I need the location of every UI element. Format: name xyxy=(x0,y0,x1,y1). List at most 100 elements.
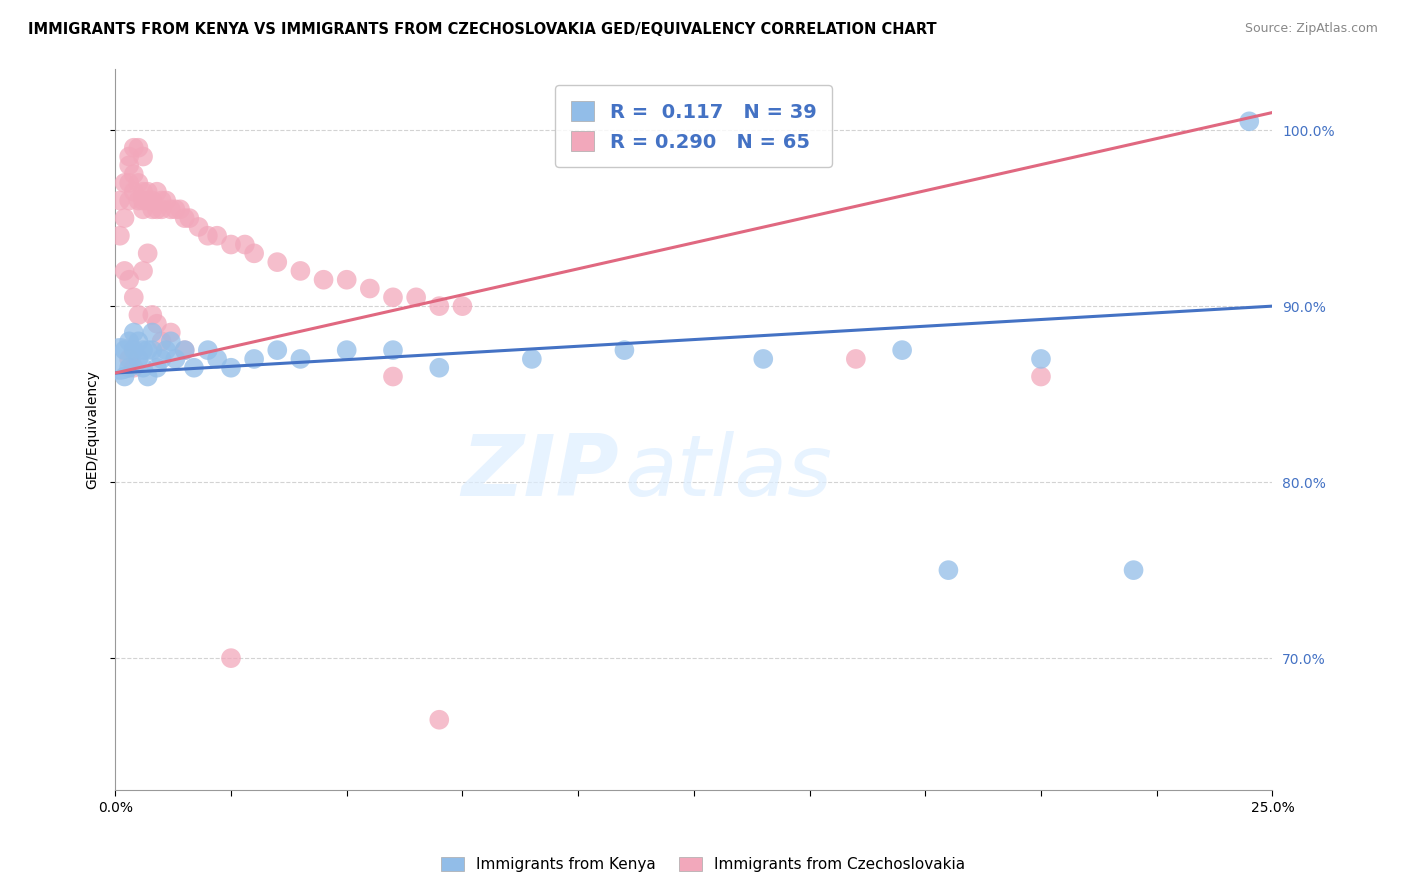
Point xyxy=(266,343,288,358)
Text: IMMIGRANTS FROM KENYA VS IMMIGRANTS FROM CZECHOSLOVAKIA GED/EQUIVALENCY CORRELAT: IMMIGRANTS FROM KENYA VS IMMIGRANTS FROM… xyxy=(28,22,936,37)
Point xyxy=(122,167,145,181)
Point xyxy=(165,351,187,366)
Point xyxy=(127,194,149,208)
Point xyxy=(141,202,163,217)
Point xyxy=(382,343,405,358)
Point xyxy=(159,334,181,349)
Point xyxy=(179,211,201,226)
Point xyxy=(122,360,145,375)
Point xyxy=(114,211,136,226)
Point xyxy=(108,351,131,366)
Point xyxy=(114,264,136,278)
Point xyxy=(132,149,155,163)
Point xyxy=(141,343,163,358)
Point xyxy=(243,246,266,260)
Point xyxy=(752,351,775,366)
Point xyxy=(118,194,141,208)
Point xyxy=(187,219,209,234)
Point xyxy=(219,237,242,252)
Point xyxy=(233,237,256,252)
Point xyxy=(382,290,405,304)
Point xyxy=(132,202,155,217)
Text: atlas: atlas xyxy=(624,431,832,514)
Text: Source: ZipAtlas.com: Source: ZipAtlas.com xyxy=(1244,22,1378,36)
Point xyxy=(127,308,149,322)
Point xyxy=(114,343,136,358)
Point xyxy=(146,317,169,331)
Point xyxy=(127,334,149,349)
Point xyxy=(122,290,145,304)
Point xyxy=(136,246,159,260)
Point xyxy=(155,194,177,208)
Point xyxy=(141,194,163,208)
Point xyxy=(146,360,169,375)
Point xyxy=(146,185,169,199)
Point xyxy=(150,202,173,217)
Point xyxy=(1239,114,1261,128)
Point xyxy=(132,360,155,375)
Point xyxy=(122,185,145,199)
Point xyxy=(1029,369,1052,384)
Point xyxy=(382,369,405,384)
Point xyxy=(336,273,359,287)
Point xyxy=(132,343,155,358)
Legend: Immigrants from Kenya, Immigrants from Czechoslovakia: Immigrants from Kenya, Immigrants from C… xyxy=(433,849,973,880)
Point xyxy=(132,264,155,278)
Point xyxy=(520,351,543,366)
Point xyxy=(173,343,195,358)
Point xyxy=(165,202,187,217)
Point xyxy=(891,343,914,358)
Point xyxy=(132,185,155,199)
Point xyxy=(118,273,141,287)
Point xyxy=(1029,351,1052,366)
Point xyxy=(136,343,159,358)
Point xyxy=(132,194,155,208)
Point xyxy=(290,264,312,278)
Point xyxy=(613,343,636,358)
Point xyxy=(136,194,159,208)
Point xyxy=(122,343,145,358)
Point xyxy=(118,360,141,375)
Point xyxy=(141,308,163,322)
Point xyxy=(150,351,173,366)
Point xyxy=(127,141,149,155)
Point xyxy=(150,194,173,208)
Point xyxy=(169,202,191,217)
Point xyxy=(118,351,141,366)
Point xyxy=(150,334,173,349)
Point xyxy=(141,326,163,340)
Point xyxy=(127,351,149,366)
Point xyxy=(118,334,141,349)
Point xyxy=(405,290,427,304)
Point xyxy=(118,158,141,172)
Point xyxy=(243,351,266,366)
Point xyxy=(219,651,242,665)
Point xyxy=(219,360,242,375)
Point xyxy=(159,202,181,217)
Legend: R =  0.117   N = 39, R = 0.290   N = 65: R = 0.117 N = 39, R = 0.290 N = 65 xyxy=(555,86,832,168)
Point xyxy=(118,176,141,190)
Point xyxy=(114,369,136,384)
Point xyxy=(290,351,312,366)
Point xyxy=(127,176,149,190)
Point xyxy=(312,273,335,287)
Point xyxy=(427,360,450,375)
Point xyxy=(845,351,868,366)
Point xyxy=(146,202,169,217)
Point xyxy=(136,369,159,384)
Point xyxy=(1122,563,1144,577)
Point xyxy=(183,360,205,375)
Point xyxy=(205,228,228,243)
Point xyxy=(197,343,219,358)
Point xyxy=(114,176,136,190)
Point xyxy=(155,343,177,358)
Point xyxy=(173,343,195,358)
Point xyxy=(173,211,195,226)
Y-axis label: GED/Equivalency: GED/Equivalency xyxy=(86,370,100,489)
Point xyxy=(427,713,450,727)
Point xyxy=(197,228,219,243)
Point xyxy=(359,281,381,295)
Point xyxy=(336,343,359,358)
Point xyxy=(159,326,181,340)
Text: ZIP: ZIP xyxy=(461,431,619,514)
